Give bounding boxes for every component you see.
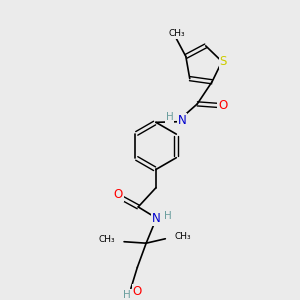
Text: O: O: [218, 99, 227, 112]
Text: O: O: [114, 188, 123, 201]
Text: CH₃: CH₃: [168, 29, 185, 38]
Text: O: O: [133, 285, 142, 298]
Text: N: N: [152, 212, 160, 225]
Text: N: N: [178, 114, 186, 127]
Text: CH₃: CH₃: [99, 235, 115, 244]
Text: H: H: [123, 290, 131, 300]
Text: H: H: [166, 112, 173, 122]
Text: CH₃: CH₃: [174, 232, 191, 241]
Text: H: H: [164, 211, 172, 221]
Text: S: S: [220, 55, 227, 68]
